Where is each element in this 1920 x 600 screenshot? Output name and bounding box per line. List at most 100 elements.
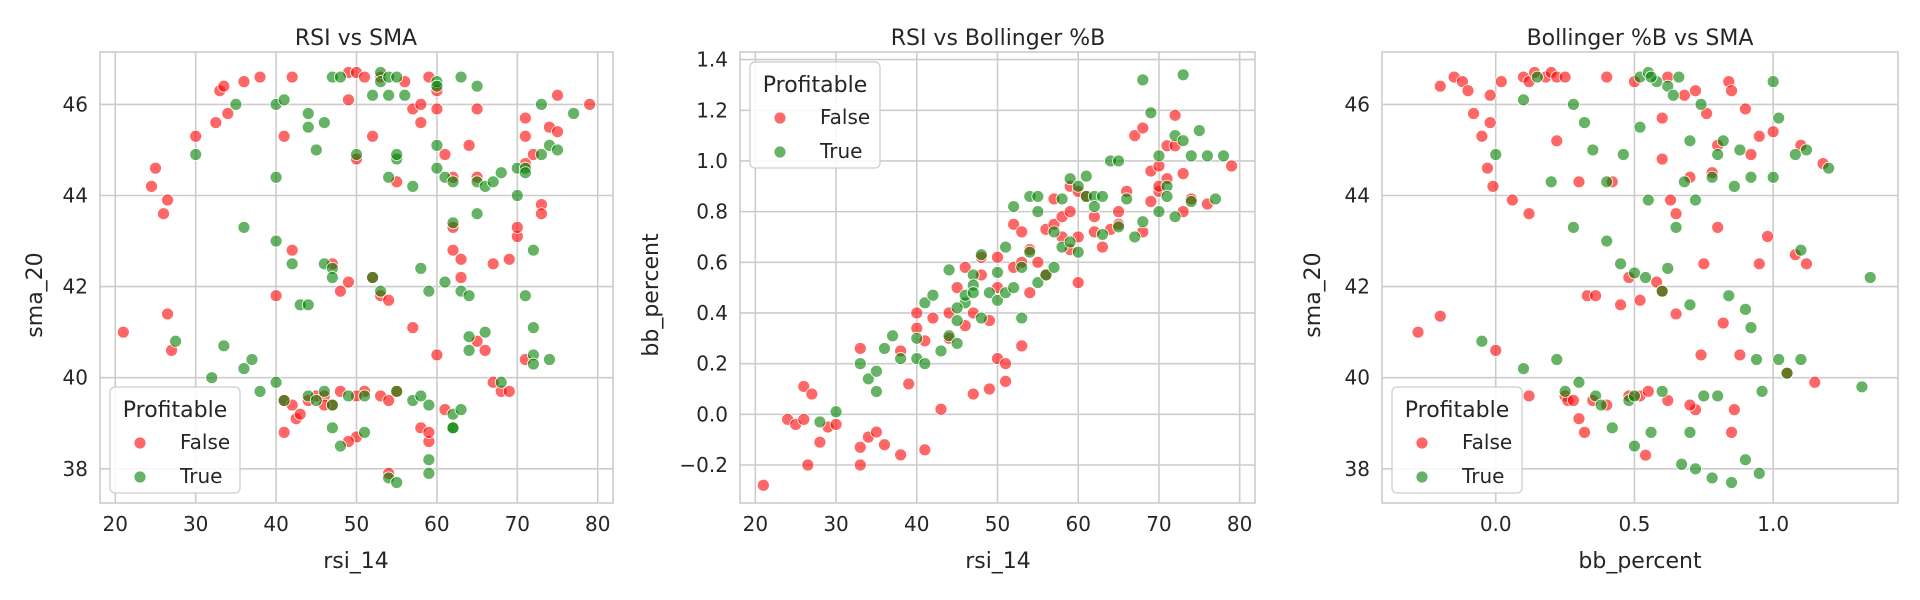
data-point-false	[285, 70, 299, 84]
data-point-true	[1530, 70, 1544, 84]
data-point-true	[454, 70, 468, 84]
data-point-true	[1780, 366, 1794, 380]
data-point-true	[518, 166, 532, 180]
data-point-true	[1800, 143, 1813, 157]
data-point-true	[934, 344, 948, 358]
data-point-true	[438, 275, 452, 289]
data-point-false	[209, 116, 223, 130]
legend-title: Profitable	[763, 73, 867, 98]
data-point-true	[950, 301, 964, 315]
data-point-false	[1505, 193, 1519, 207]
legend-title: Profitable	[1405, 398, 1509, 423]
data-point-false	[510, 220, 524, 234]
data-point-true	[1689, 193, 1702, 207]
data-point-true	[1772, 353, 1786, 366]
data-point-false	[342, 93, 355, 107]
data-point-false	[902, 377, 916, 391]
data-point-true	[853, 357, 867, 371]
data-point-true	[1755, 384, 1769, 398]
data-point-false	[797, 412, 811, 426]
data-point-false	[1136, 121, 1150, 135]
data-point-false	[1752, 257, 1766, 271]
data-point-true	[253, 384, 267, 398]
data-point-true	[1567, 220, 1580, 234]
data-point-false	[277, 129, 291, 143]
data-point-true	[894, 352, 908, 365]
data-point-false	[518, 129, 532, 143]
data-point-true	[334, 70, 347, 84]
data-point-false	[486, 257, 500, 271]
data-point-false	[217, 79, 231, 93]
data-point-false	[446, 243, 460, 257]
data-point-true	[494, 375, 508, 389]
data-point-true	[1739, 453, 1752, 467]
data-point-false	[1433, 79, 1447, 93]
data-point-true	[1112, 154, 1125, 168]
x-tick-label: 50	[985, 512, 1010, 536]
data-point-true	[1176, 68, 1190, 82]
data-point-true	[926, 288, 940, 302]
data-point-false	[1489, 343, 1503, 357]
data-point-true	[1661, 261, 1675, 275]
data-point-true	[983, 286, 996, 300]
data-point-true	[1727, 179, 1741, 193]
data-point-true	[1655, 384, 1669, 398]
data-point-false	[910, 306, 924, 320]
data-point-true	[1558, 384, 1572, 398]
data-point-false	[116, 325, 130, 339]
data-point-true	[1705, 170, 1719, 184]
data-point-true	[325, 421, 339, 435]
data-point-false	[1697, 257, 1711, 271]
data-point-true	[510, 189, 524, 202]
legend-box	[109, 386, 241, 494]
data-point-true	[462, 289, 476, 303]
data-point-false	[1096, 240, 1109, 254]
data-point-true	[870, 364, 883, 378]
data-point-false	[1007, 217, 1021, 231]
data-point-false	[1023, 286, 1037, 300]
x-tick-label: 80	[1227, 512, 1252, 536]
data-point-false	[157, 207, 170, 221]
data-point-false	[366, 129, 379, 143]
data-point-true	[1015, 311, 1029, 325]
data-point-true	[1600, 234, 1614, 248]
data-point-false	[1683, 398, 1697, 412]
legend-label-true: True	[1461, 464, 1504, 488]
data-point-false	[1461, 84, 1475, 98]
data-point-false	[382, 293, 396, 307]
data-point-true	[269, 375, 283, 389]
data-point-true	[966, 286, 980, 300]
legend-marker-true	[1415, 470, 1429, 484]
data-point-true	[1639, 271, 1652, 284]
data-point-false	[1144, 195, 1158, 208]
data-point-true	[1628, 266, 1641, 280]
data-point-false	[1589, 289, 1603, 303]
data-point-true	[1794, 243, 1808, 257]
data-point-true	[430, 161, 444, 175]
data-point-true	[1039, 268, 1053, 282]
data-point-false	[285, 243, 299, 257]
data-point-true	[1633, 120, 1647, 134]
data-point-false	[1800, 257, 1813, 271]
data-point-true	[1683, 134, 1697, 148]
data-point-true	[1855, 380, 1869, 394]
data-point-false	[1522, 207, 1536, 221]
data-point-false	[1567, 394, 1580, 407]
data-point-true	[462, 330, 476, 344]
y-tick-label: 0.0	[696, 402, 728, 426]
data-point-false	[1176, 167, 1190, 181]
data-point-true	[237, 362, 251, 376]
x-axis-label: rsi_14	[323, 549, 389, 574]
data-point-true	[446, 175, 460, 189]
data-point-true	[470, 207, 484, 221]
data-point-false	[1578, 425, 1591, 439]
y-tick-label: 0.6	[696, 250, 728, 274]
data-point-true	[1586, 143, 1600, 157]
data-point-true	[1733, 143, 1747, 157]
panel-rsi-vs-bollinger: RSI vs Bollinger %B rsi_14 bb_percent 20…	[639, 26, 1256, 574]
data-point-true	[1015, 260, 1029, 274]
data-point-false	[422, 425, 436, 439]
data-point-true	[1794, 353, 1808, 366]
data-point-false	[757, 478, 770, 492]
data-point-true	[309, 394, 323, 407]
